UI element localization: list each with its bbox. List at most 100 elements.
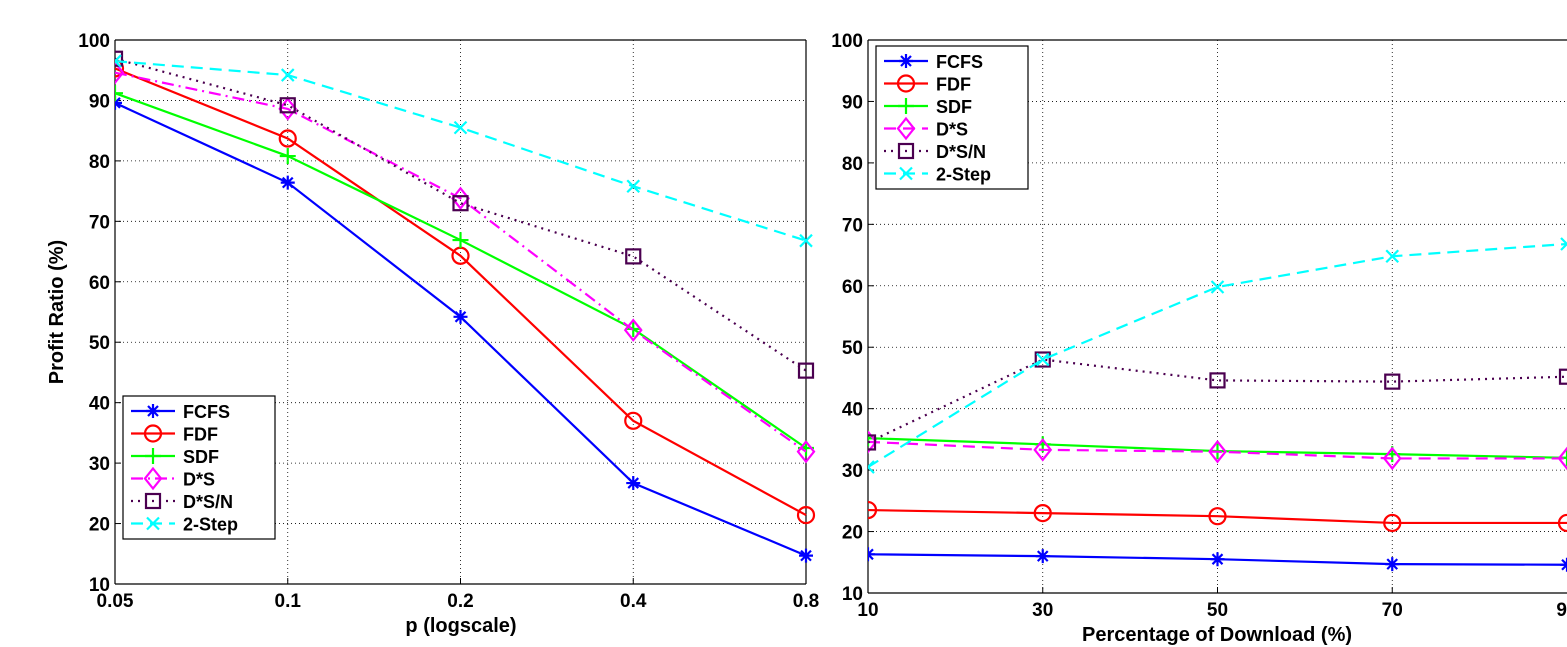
x-tick-label: 90	[1556, 600, 1567, 621]
series-fdf	[868, 500, 1567, 533]
legend-label: FCFS	[936, 52, 983, 72]
legend-label: SDF	[183, 447, 219, 467]
legend-marker	[146, 404, 160, 418]
y-tick-label: 60	[89, 273, 110, 294]
y-tick-label: 30	[842, 461, 863, 482]
series-d-s	[868, 430, 1567, 471]
data-point	[799, 548, 813, 563]
y-tick-label: 70	[89, 212, 110, 233]
data-point	[799, 233, 813, 248]
series-d-s-n	[115, 50, 815, 379]
data-point	[452, 195, 469, 212]
legend-box	[875, 45, 1029, 190]
data-point	[868, 500, 878, 520]
y-tick-label: 80	[842, 154, 863, 175]
data-point	[797, 362, 815, 379]
x-tick-label: 0.8	[793, 591, 819, 612]
data-point	[1210, 280, 1225, 294]
x-axis-label: p (logscale)	[405, 615, 516, 637]
y-tick-label: 90	[89, 91, 110, 112]
legend-marker	[143, 424, 163, 443]
series-line	[115, 92, 807, 449]
legend-marker	[144, 492, 162, 510]
data-point	[1557, 513, 1567, 533]
data-point	[1385, 557, 1400, 572]
y-tick-label: 40	[842, 400, 863, 421]
data-point	[868, 434, 877, 451]
legend-label: D*S	[183, 470, 215, 490]
legend-marker	[897, 142, 915, 160]
legend-label: D*S	[936, 120, 968, 140]
y-tick-label: 10	[89, 575, 110, 596]
legend-label: 2-Step	[183, 515, 238, 535]
data-point	[115, 50, 124, 67]
y-tick-label: 60	[842, 277, 863, 298]
chart-2: 10 20 30 40 50 60 70 80 90 100 10 30 50 70 90 Percentag…	[831, 31, 1567, 646]
data-point	[279, 148, 296, 165]
y-tick-label: 80	[89, 152, 110, 173]
series-fdf	[115, 59, 816, 525]
data-point	[1033, 504, 1052, 523]
legend-label: 2-Step	[936, 165, 991, 185]
data-point	[1557, 446, 1567, 471]
data-point	[1558, 368, 1567, 385]
data-point	[1383, 513, 1402, 533]
x-tick-label: 0.1	[275, 591, 302, 612]
series-line	[868, 440, 1567, 460]
plot-area	[868, 237, 1567, 572]
data-point	[1035, 549, 1050, 564]
y-tick-label: 10	[842, 584, 863, 605]
data-point	[115, 85, 123, 102]
series-line	[868, 242, 1567, 468]
series-line	[115, 67, 807, 517]
series-2-step	[115, 54, 813, 248]
legend-label: FDF	[936, 75, 971, 95]
x-tick-label: 30	[1032, 600, 1053, 621]
data-point	[278, 97, 298, 121]
series-line	[115, 57, 807, 372]
data-point	[625, 248, 642, 265]
series-2-step	[868, 237, 1567, 474]
x-tick-label: 70	[1382, 600, 1403, 621]
y-tick-label: 50	[842, 338, 863, 359]
data-point	[280, 68, 295, 82]
data-point	[796, 505, 816, 525]
plot-area	[115, 50, 816, 563]
legend-label: D*S/N	[936, 142, 986, 162]
data-point	[452, 232, 469, 249]
data-point	[1035, 352, 1050, 367]
legend-marker	[896, 116, 916, 141]
legend-marker	[899, 54, 913, 68]
legend-label: D*S/N	[183, 492, 233, 512]
legend-marker	[145, 448, 161, 464]
series-d-s	[115, 60, 816, 464]
y-tick-label: 20	[842, 523, 863, 544]
data-point	[1382, 446, 1402, 471]
legend-box	[122, 395, 276, 540]
data-point	[280, 175, 295, 190]
y-tick-label: 20	[89, 515, 110, 536]
data-point	[115, 59, 125, 78]
y-tick-label: 50	[89, 333, 110, 354]
data-point	[279, 97, 296, 114]
data-point	[1560, 237, 1567, 251]
chart-1: 10 20 30 40 50 60 70 80 90 100 0.05 0.1 0.2 0.4 0.8 Pro…	[46, 31, 819, 637]
legend-marker	[898, 98, 914, 114]
legend-marker	[146, 516, 160, 531]
y-tick-label: 40	[89, 394, 110, 415]
y-tick-label: 100	[78, 31, 110, 52]
x-axis-label: Percentage of Download (%)	[1082, 624, 1352, 646]
data-point	[1209, 372, 1226, 389]
data-point	[868, 460, 875, 474]
data-point	[115, 60, 125, 85]
data-point	[1385, 249, 1400, 264]
legend-marker	[899, 166, 913, 181]
data-point	[626, 476, 641, 491]
data-point	[1208, 439, 1227, 464]
data-point	[451, 186, 470, 211]
data-point	[1384, 373, 1401, 390]
legend-label: FCFS	[183, 402, 230, 422]
